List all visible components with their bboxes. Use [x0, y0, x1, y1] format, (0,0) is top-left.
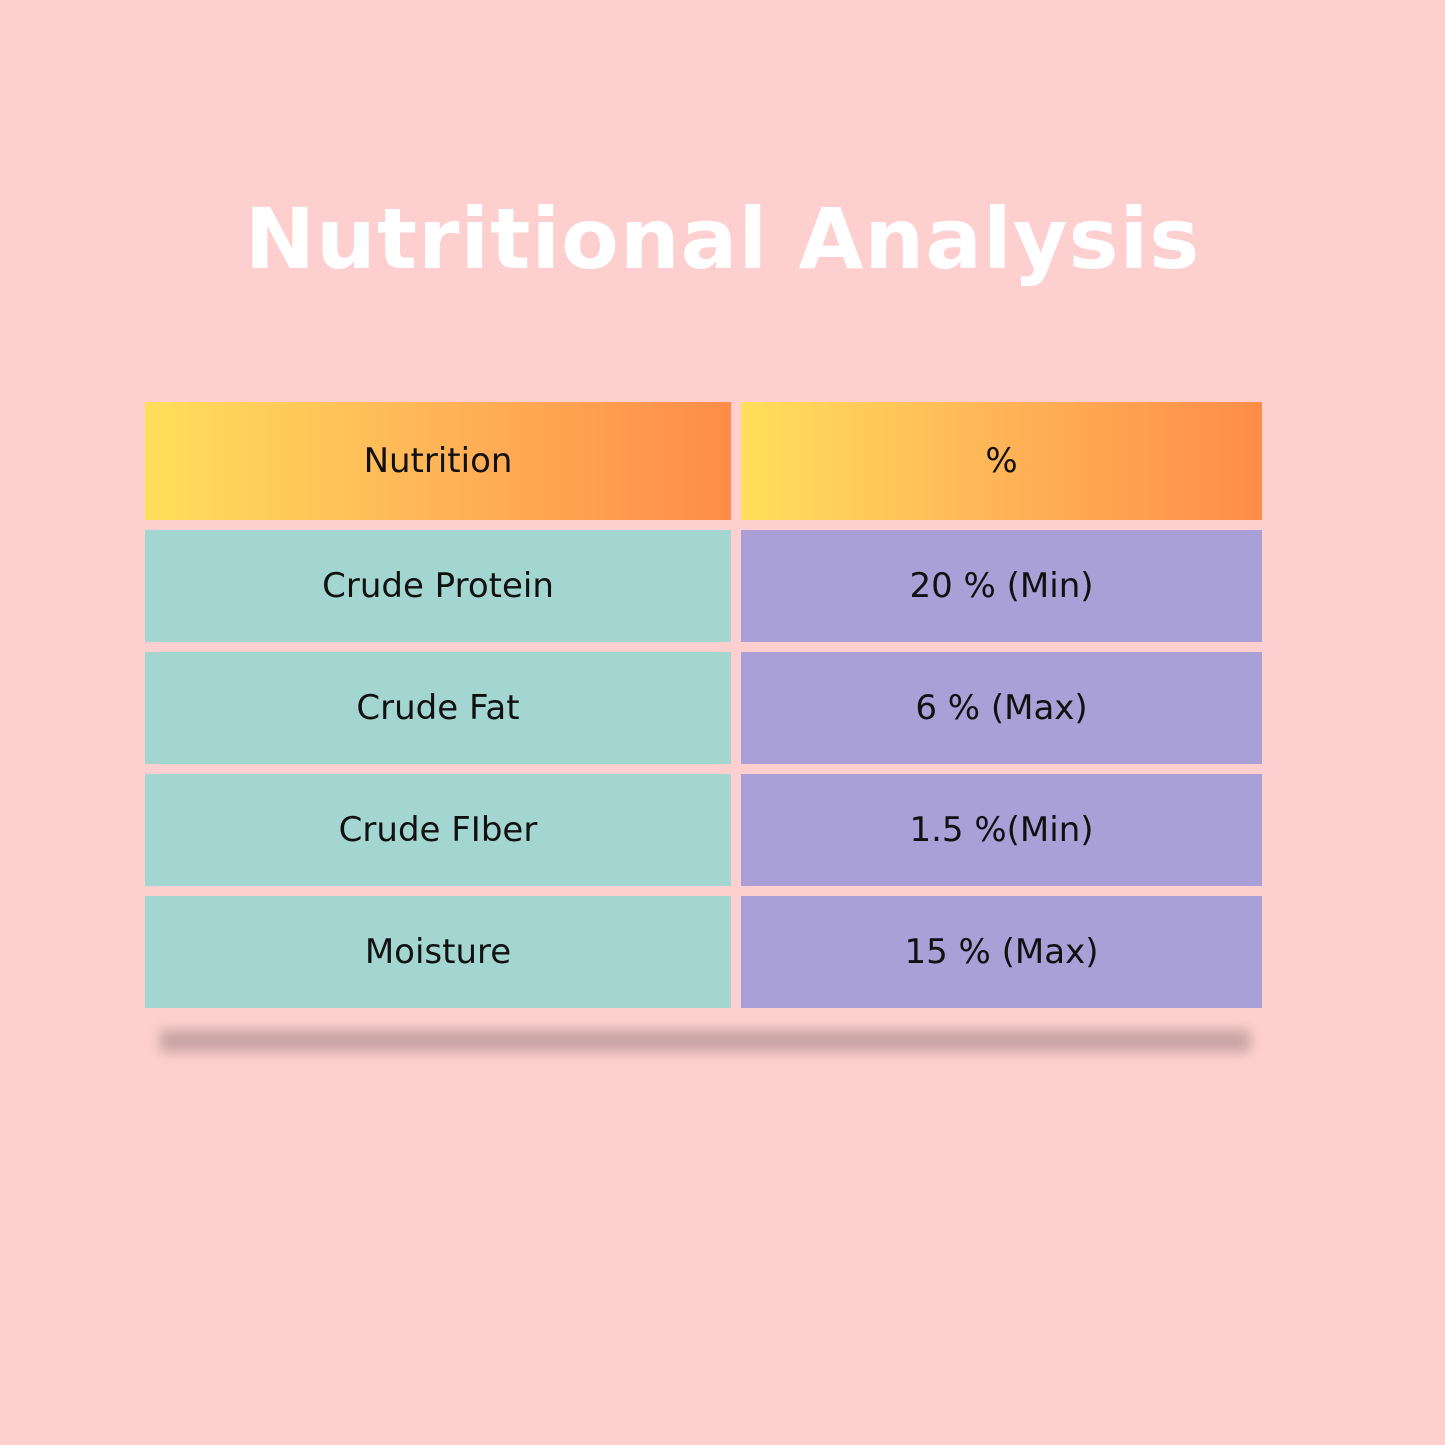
table-shadow [160, 1030, 1250, 1052]
table-cell: Crude Protein [145, 530, 731, 642]
title: Nutritional Analysis [244, 190, 1201, 288]
table-cell: Crude Fat [145, 652, 731, 764]
table-cell: 20 % (Min) [741, 530, 1262, 642]
header-cell: % [741, 402, 1262, 520]
table-cell: 15 % (Max) [741, 896, 1262, 1008]
table-cell: Crude FIber [145, 774, 731, 886]
table-cell: 6 % (Max) [741, 652, 1262, 764]
table-cell: 1.5 %(Min) [741, 774, 1262, 886]
table-cell: Moisture [145, 896, 731, 1008]
header-cell: Nutrition [145, 402, 731, 520]
